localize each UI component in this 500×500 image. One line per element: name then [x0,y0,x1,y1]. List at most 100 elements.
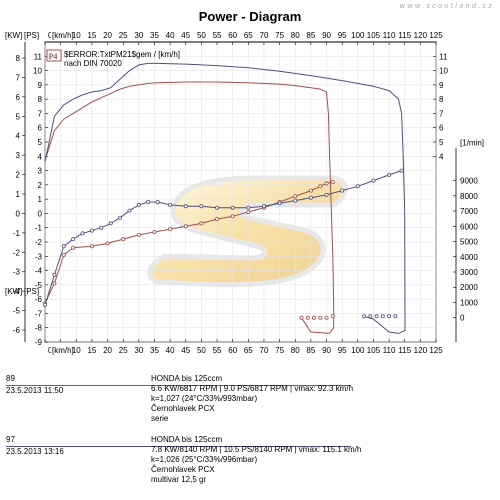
ps-tick-label: 6 [38,124,43,133]
x-tick-label-top: 75 [275,31,284,40]
rpm-marker-end [305,315,310,320]
rpm-marker [199,221,204,226]
rpm-tick-label: 1000 [460,298,478,307]
rpm-marker [52,281,57,286]
rpm-marker [308,195,313,200]
x-label-bottom-bg [51,345,73,355]
rpm-tick-label: 7000 [460,207,478,216]
ps-tick-label: -4 [35,267,43,276]
x-tick-label-bottom: 70 [260,346,269,355]
rpm-marker [183,204,188,209]
ps-tick-label: -5 [35,281,43,290]
ps-tick-label: 0 [38,209,43,218]
right-ps-tick-label: 6 [439,124,444,133]
watermark-text: www.scootland.cz [399,2,494,10]
rpm-marker [121,237,126,242]
rpm-marker [293,198,298,203]
rpm-marker [324,192,329,197]
rpm-marker-end [374,314,379,319]
record-89-note: serie [151,414,169,423]
rpm-marker [152,229,157,234]
rpm-marker [108,221,113,226]
x-tick-label-bottom: 10 [72,346,81,355]
rpm-axis-label: [1/min] [460,139,484,148]
legend-line-2: nach DIN 70020 [64,59,122,68]
rpm-marker [215,205,220,210]
x-tick-label-bottom: 50 [197,346,206,355]
ps-tick-label: 10 [33,67,42,76]
x-tick-label-top: 30 [134,31,143,40]
ps-tick-label: -8 [35,324,43,333]
rpm-marker [80,231,85,236]
record-97: 97 23.5.2013 13:16 HONDA bis 125ccm 7.8 … [6,435,486,490]
rpm-marker [43,302,48,307]
rpm-marker [324,181,329,186]
rpm-marker [261,204,266,209]
rpm-marker [230,214,235,219]
record-97-correction: k=1,026 (25°C/33%/996mbar) [151,455,258,464]
rpm-marker [340,188,345,193]
rpm-marker [61,252,66,257]
x-tick-label-bottom: 105 [367,346,381,355]
kw-tick-label: 6 [16,93,21,102]
rpm-tick-label: 3000 [460,268,478,277]
record-97-date: 23.5.2013 13:16 [6,447,64,456]
rpm-marker [230,205,235,210]
x-tick-label-top: 10 [72,31,81,40]
right-ps-tick-label: 8 [439,95,444,104]
x-tick-label-bottom: 40 [166,346,175,355]
kw-tick-label: -2 [13,248,21,257]
rpm-marker-end [330,314,335,319]
legend-p4-text: P4 [49,52,58,61]
rpm-marker [105,241,110,246]
rpm-marker [318,184,323,189]
x-tick-label-top: 80 [291,31,300,40]
x-tick-label-bottom: 110 [383,346,396,355]
rpm-marker [155,199,160,204]
x-tick-label-top: 85 [306,31,315,40]
rpm-marker [246,209,251,214]
rpm-marker [355,184,360,189]
chart-axes: 0055101015152020252530303535404045455050… [5,30,484,355]
ps-tick-label: -1 [35,224,43,233]
kw-tick-label: 7 [16,73,21,82]
kw-tick-label: 2 [16,171,21,180]
x-tick-label-top: 65 [244,31,253,40]
x-tick-label-bottom: 60 [228,346,237,355]
rpm-marker [246,205,251,210]
rpm-marker [215,217,220,222]
x-tick-label-top: 20 [103,31,112,40]
kw-tick-label: 0 [16,209,21,218]
kw-tick-label: 5 [16,112,21,121]
right-ps-tick-label: 9 [439,81,444,90]
rpm-marker [89,244,94,249]
legend-p4-box [46,49,62,62]
x-tick-label-top: 60 [228,31,237,40]
x-tick-label-top: 115 [398,31,411,40]
rpm-tick-label: 4000 [460,253,478,262]
record-97-color-line [6,446,351,447]
x-tick-label-bottom: 45 [181,346,190,355]
record-89-color-line [6,385,351,386]
kw-tick-label: -4 [13,287,21,296]
x-tick-label-top: 110 [383,31,396,40]
x-tick-label-top: 0 [48,31,53,40]
rpm-marker [199,204,204,209]
ps-tick-label: -7 [35,309,43,318]
rpm-marker [127,208,132,213]
x-tick-label-bottom: 55 [213,346,222,355]
ps-axis-label-top: [PS] [24,31,39,40]
rpm-marker [387,172,392,177]
ps-tick-label: 4 [38,152,43,161]
rpm-marker-end [393,314,398,319]
x-tick-label-bottom: 80 [291,346,300,355]
rpm-marker [52,272,57,277]
record-89-power: 6.6 KW/6817 RPM | 9.0 PS/6817 RPM | vmax… [151,384,354,393]
ps-tick-label: 2 [38,181,43,190]
rpm-marker [330,179,335,184]
x-tick-label-bottom: 65 [244,346,253,355]
rpm-marker-end [387,314,392,319]
record-97-power: 7.8 KW/8140 RPM | 10.5 PS/8140 RPM | vma… [151,445,362,454]
power-diagram-chart: S 00551010151520202525303035354040454550… [5,30,484,355]
x-tick-label-top: 40 [166,31,175,40]
